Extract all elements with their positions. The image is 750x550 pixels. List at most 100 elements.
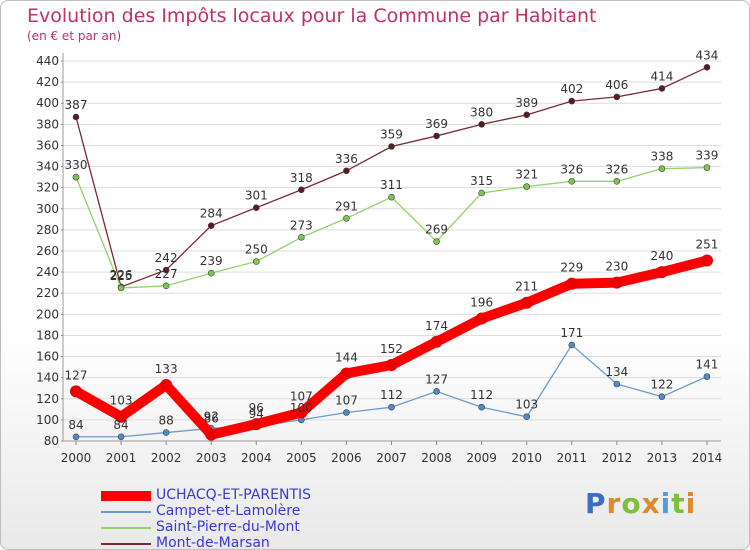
data-label-saint-pierre-du-mont: 321 [515, 168, 538, 182]
data-point-mont-de-marsan [478, 121, 485, 128]
data-label-uchacq-et-parentis: 240 [650, 249, 673, 263]
data-point-saint-pierre-du-mont [568, 178, 576, 185]
y-tick-label: 340 [36, 160, 59, 174]
data-label-mont-de-marsan: 242 [155, 251, 178, 265]
logo-letter: x [641, 487, 661, 520]
data-point-campet-et-lamolere [162, 429, 170, 436]
data-point-saint-pierre-du-mont [658, 165, 666, 172]
data-point-campet-et-lamolere [478, 403, 485, 411]
data-point-uchacq-et-parentis [700, 254, 713, 267]
data-label-mont-de-marsan: 387 [65, 98, 88, 112]
legend-label-saint-pierre: Saint-Pierre-du-Mont [156, 519, 300, 535]
data-point-saint-pierre-du-mont [162, 282, 170, 290]
data-label-saint-pierre-du-mont: 326 [560, 162, 583, 176]
data-point-saint-pierre-du-mont [523, 183, 531, 190]
data-label-campet-et-lamolere: 84 [68, 418, 83, 432]
data-label-saint-pierre-du-mont: 273 [290, 218, 313, 232]
y-tick-label: 160 [36, 350, 59, 364]
data-label-saint-pierre-du-mont: 326 [605, 162, 628, 176]
proxiti-logo: Proxiti [585, 487, 696, 520]
chart-subtitle: (en € et par an) [27, 29, 122, 43]
data-label-campet-et-lamolere: 92 [204, 409, 219, 423]
data-point-mont-de-marsan [162, 266, 170, 274]
data-label-saint-pierre-du-mont: 269 [425, 223, 448, 237]
data-label-campet-et-lamolere: 88 [158, 414, 173, 428]
data-point-saint-pierre-du-mont [433, 238, 440, 245]
x-tick-label: 2008 [421, 451, 452, 465]
logo-letter: i [685, 487, 697, 520]
data-label-uchacq-et-parentis: 251 [696, 238, 719, 252]
data-point-saint-pierre-du-mont [117, 284, 125, 292]
data-label-campet-et-lamolere: 122 [650, 378, 673, 392]
data-point-mont-de-marsan [523, 111, 531, 119]
data-point-uchacq-et-parentis [340, 367, 353, 380]
data-point-campet-et-lamolere [433, 388, 440, 395]
y-tick-label: 280 [36, 223, 59, 237]
data-point-mont-de-marsan [703, 64, 711, 71]
data-point-uchacq-et-parentis [250, 418, 263, 431]
data-point-uchacq-et-parentis [655, 266, 668, 279]
data-point-uchacq-et-parentis [385, 359, 398, 371]
logo-letter: i [660, 487, 672, 520]
data-label-uchacq-et-parentis: 211 [515, 280, 538, 294]
data-label-uchacq-et-parentis: 152 [380, 342, 403, 356]
y-tick-label: 420 [36, 75, 59, 89]
data-label-mont-de-marsan: 389 [515, 96, 538, 110]
x-tick-label: 2002 [151, 451, 182, 465]
data-label-saint-pierre-du-mont: 239 [200, 254, 223, 268]
data-point-uchacq-et-parentis [115, 410, 128, 423]
data-label-campet-et-lamolere: 112 [470, 388, 493, 402]
data-label-mont-de-marsan: 359 [380, 128, 403, 142]
data-label-uchacq-et-parentis: 229 [560, 261, 583, 275]
data-label-mont-de-marsan: 301 [245, 189, 268, 203]
logo-letter: t [671, 487, 686, 520]
data-label-mont-de-marsan: 226 [110, 268, 133, 282]
y-tick-label: 400 [36, 96, 59, 110]
data-label-saint-pierre-du-mont: 315 [470, 174, 493, 188]
legend-swatch-campet [101, 511, 151, 513]
data-label-campet-et-lamolere: 103 [515, 398, 538, 412]
data-label-uchacq-et-parentis: 96 [249, 401, 264, 415]
data-label-saint-pierre-du-mont: 339 [696, 149, 719, 163]
data-point-saint-pierre-du-mont [252, 258, 260, 265]
legend-label-campet: Campet-et-Lamolère [156, 503, 301, 519]
data-point-uchacq-et-parentis [160, 379, 173, 392]
legend-swatch-mont-de-marsan [101, 543, 151, 545]
data-label-mont-de-marsan: 284 [200, 207, 223, 221]
data-point-uchacq-et-parentis [70, 385, 82, 398]
legend-item-campet: Campet-et-Lamolère [101, 503, 401, 519]
data-point-mont-de-marsan [568, 97, 576, 105]
data-point-uchacq-et-parentis [205, 428, 218, 441]
data-point-saint-pierre-du-mont [388, 193, 395, 201]
x-tick-label: 2003 [196, 451, 227, 465]
data-label-campet-et-lamolere: 134 [605, 365, 628, 379]
data-point-campet-et-lamolere [523, 413, 531, 421]
y-tick-label: 220 [36, 286, 59, 300]
data-label-uchacq-et-parentis: 174 [425, 319, 448, 333]
x-tick-label: 2000 [61, 451, 92, 465]
data-point-mont-de-marsan [658, 85, 666, 92]
y-tick-label: 260 [36, 244, 59, 258]
data-label-saint-pierre-du-mont: 227 [155, 267, 178, 281]
data-label-uchacq-et-parentis: 144 [335, 350, 358, 364]
y-tick-label: 360 [36, 138, 59, 152]
data-point-campet-et-lamolere [117, 433, 125, 441]
data-point-campet-et-lamolere [703, 373, 711, 380]
data-point-saint-pierre-du-mont [298, 233, 305, 241]
x-tick-label: 2014 [692, 451, 723, 465]
data-label-uchacq-et-parentis: 133 [155, 362, 178, 376]
data-point-uchacq-et-parentis [475, 312, 488, 325]
data-point-uchacq-et-parentis [295, 406, 308, 419]
data-point-campet-et-lamolere [658, 393, 666, 400]
data-point-saint-pierre-du-mont [72, 173, 80, 181]
y-tick-label: 320 [36, 181, 59, 195]
logo-letter: P [585, 487, 607, 520]
data-label-uchacq-et-parentis: 107 [290, 390, 313, 404]
y-tick-label: 380 [36, 117, 59, 131]
data-point-mont-de-marsan [343, 167, 350, 175]
y-tick-label: 240 [36, 265, 59, 279]
data-point-uchacq-et-parentis [610, 276, 623, 289]
data-label-uchacq-et-parentis: 103 [110, 394, 133, 408]
